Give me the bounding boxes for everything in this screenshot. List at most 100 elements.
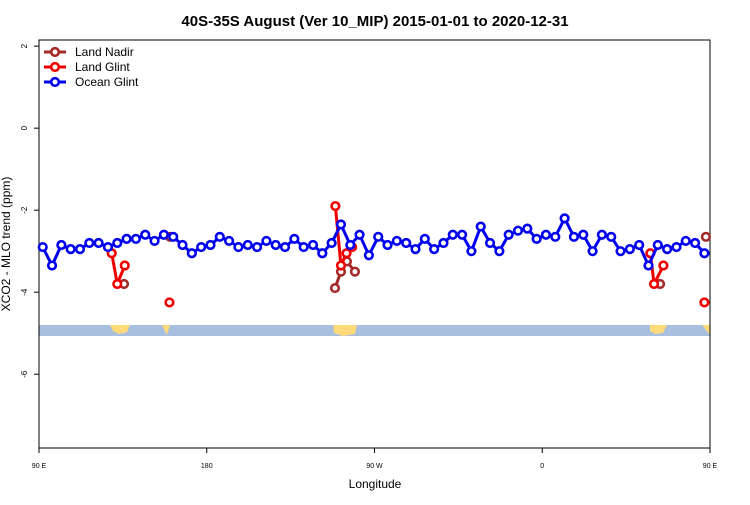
data-point <box>578 229 589 240</box>
data-point <box>700 231 711 242</box>
y-tick-label: -6 <box>20 370 29 378</box>
data-point <box>186 248 197 259</box>
data-point <box>168 231 179 242</box>
legend-label: Ocean Glint <box>75 75 139 89</box>
data-point <box>568 231 580 242</box>
data-point <box>596 229 607 240</box>
data-point <box>658 260 669 271</box>
data-point <box>680 235 691 247</box>
legend-marker <box>49 61 61 73</box>
legend-label: Land Nadir <box>75 45 134 59</box>
data-point <box>363 250 375 261</box>
data-point <box>307 239 319 251</box>
legend-marker <box>49 76 61 88</box>
data-point <box>93 237 104 249</box>
data-point <box>634 239 645 251</box>
data-point <box>205 239 216 251</box>
land-shape <box>333 325 357 336</box>
data-point <box>37 241 48 253</box>
data-point <box>177 239 188 251</box>
data-point <box>606 231 617 242</box>
data-point <box>643 260 654 271</box>
data-point <box>401 237 412 249</box>
data-point <box>335 219 347 230</box>
data-point <box>46 260 58 271</box>
data-point <box>56 239 67 251</box>
data-point <box>550 231 561 242</box>
data-point <box>587 246 598 257</box>
y-tick-label: -2 <box>20 206 29 214</box>
data-point <box>119 260 130 271</box>
data-point <box>289 233 300 244</box>
data-point <box>648 278 660 290</box>
chart-title: 40S-35S August (Ver 10_MIP) 2015-01-01 t… <box>181 13 568 30</box>
data-point <box>65 244 76 255</box>
land-shape <box>162 325 170 335</box>
data-point <box>689 237 701 249</box>
data-point <box>233 241 244 253</box>
data-point <box>298 241 309 253</box>
data-point <box>330 200 341 212</box>
data-point <box>74 244 86 255</box>
data-point <box>475 221 486 232</box>
data-point <box>410 244 421 255</box>
y-axis-label: XCO2 - MLO trend (ppm) <box>0 177 13 312</box>
data-point <box>624 244 635 255</box>
x-tick-label: 180 <box>201 463 213 470</box>
data-point <box>699 248 710 259</box>
y-tick-label: 2 <box>20 43 29 48</box>
data-point <box>466 246 477 257</box>
data-point <box>615 246 626 257</box>
data-point <box>531 233 542 244</box>
x-axis-label: Longitude <box>349 477 402 491</box>
data-point <box>329 282 341 294</box>
data-point <box>121 233 132 244</box>
data-point <box>112 278 123 290</box>
data-point <box>251 241 263 253</box>
data-point <box>447 229 458 240</box>
data-point <box>149 235 160 247</box>
data-point <box>214 231 225 242</box>
x-tick-label: 0 <box>540 463 544 470</box>
data-point <box>84 237 95 249</box>
data-point <box>317 248 328 259</box>
data-point <box>270 239 281 251</box>
data-point <box>419 233 430 244</box>
data-point <box>391 235 402 247</box>
x-tick-label: 90 E <box>703 463 718 470</box>
data-point <box>349 266 361 277</box>
data-point <box>494 246 505 257</box>
land-shape <box>702 325 710 335</box>
land-shape <box>110 325 130 334</box>
data-point <box>382 239 393 251</box>
data-point <box>512 225 524 236</box>
data-point <box>559 213 570 224</box>
data-point <box>457 229 468 240</box>
data-point <box>503 229 514 240</box>
y-tick-label: -4 <box>20 288 29 296</box>
data-point <box>522 223 533 234</box>
data-point <box>438 237 449 249</box>
series-line <box>41 215 706 270</box>
ocean-strip <box>39 325 710 336</box>
legend-label: Land Glint <box>75 60 130 74</box>
data-point <box>326 237 337 249</box>
land-shape <box>650 325 667 334</box>
data-point <box>699 297 710 308</box>
data-point <box>662 244 673 255</box>
data-point <box>345 239 356 251</box>
x-tick-label: 90 E <box>32 463 47 470</box>
data-point <box>279 241 291 253</box>
y-tick-label: 0 <box>20 125 29 130</box>
data-point <box>671 241 682 253</box>
data-point <box>164 297 175 308</box>
data-point <box>429 244 440 255</box>
data-point <box>484 237 496 249</box>
data-point <box>112 237 123 249</box>
data-point <box>224 235 235 247</box>
data-point <box>652 239 663 251</box>
data-point <box>130 233 142 244</box>
data-point <box>261 235 272 247</box>
data-point <box>196 241 207 253</box>
